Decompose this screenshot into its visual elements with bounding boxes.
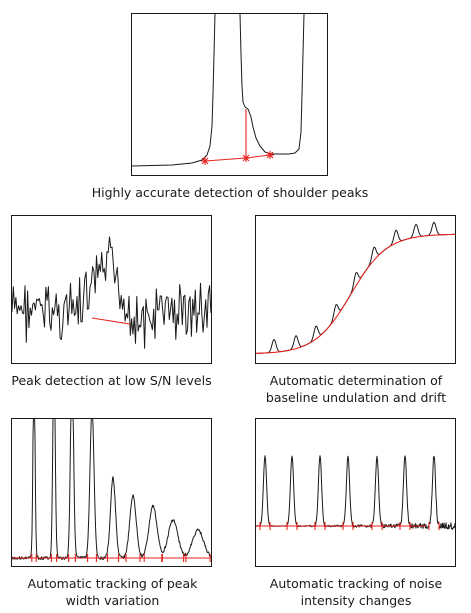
peak-width-panel	[11, 418, 212, 567]
noise-chart	[256, 455, 455, 530]
drift-trace	[256, 221, 455, 354]
shoulder-peak-trace	[132, 14, 305, 167]
start-marker	[201, 157, 209, 165]
shoulder-baseline	[204, 154, 271, 162]
shoulder-peak-chart	[132, 14, 305, 167]
low-sn-panel	[11, 215, 212, 364]
low-sn-baseline	[91, 317, 131, 325]
end-marker	[266, 151, 274, 159]
peak-width-markers	[31, 554, 211, 562]
peak-width-caption: Automatic tracking of peak width variati…	[27, 576, 198, 608]
low-sn-trace	[12, 236, 211, 349]
baseline-drift-chart	[256, 221, 455, 354]
drift-baseline	[256, 233, 455, 354]
noise-markers	[259, 522, 440, 530]
shoulder-caption: Highly accurate detection of shoulder pe…	[91, 185, 369, 200]
baseline-drift-panel	[255, 215, 456, 364]
noise-intensity-trace	[256, 455, 455, 530]
noise-panel	[255, 418, 456, 567]
low-sn-chart	[12, 236, 211, 349]
noise-caption: Automatic tracking of noise intensity ch…	[269, 576, 443, 608]
baseline-caption: Automatic determination of baseline undu…	[265, 373, 447, 405]
peak-width-trace	[12, 419, 211, 560]
low-sn-caption: Peak detection at low S/N levels	[11, 373, 212, 388]
peak-width-chart	[12, 419, 211, 562]
shoulder-peak-panel	[131, 13, 328, 176]
split-marker	[242, 154, 250, 162]
